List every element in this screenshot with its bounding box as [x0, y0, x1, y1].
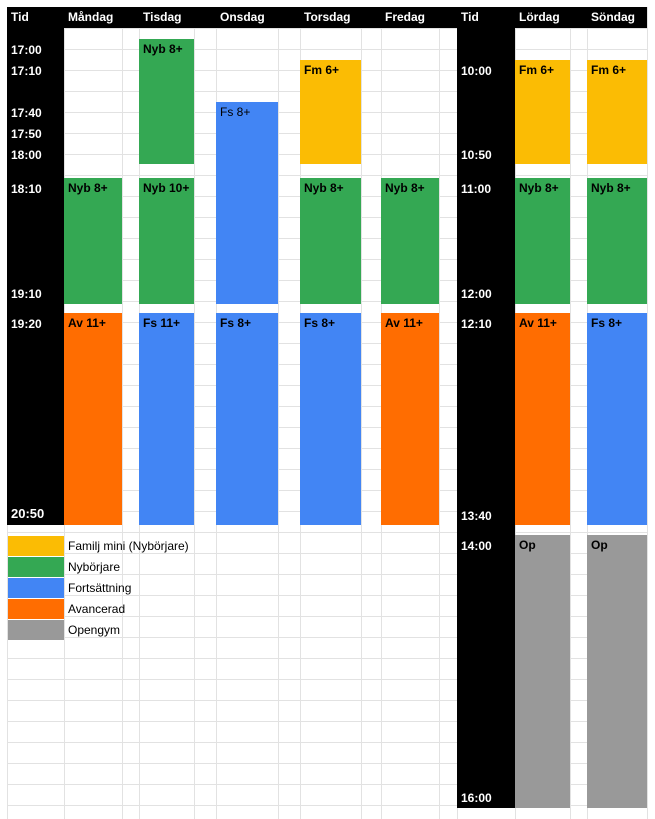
time-label: 10:50: [461, 148, 492, 162]
header-torsdag: Torsdag: [300, 7, 381, 28]
session-block-sondag-fs[interactable]: Fs 8+: [587, 313, 647, 525]
time-label: 13:40: [461, 509, 492, 523]
session-block-tisdag-fs[interactable]: Fs 11+: [139, 313, 194, 525]
time-label: 20:50: [11, 506, 45, 521]
time-label: 17:10: [11, 64, 42, 78]
weekday-time-column: [7, 28, 64, 525]
time-label: 12:00: [461, 287, 492, 301]
session-block-fredag-av[interactable]: Av 11+: [381, 313, 439, 525]
legend-swatch-nyborjare: [8, 557, 64, 577]
session-block-lordag-av[interactable]: Av 11+: [515, 313, 570, 525]
session-block-lordag-op[interactable]: Op: [515, 535, 570, 808]
legend-label-familj-mini: Familj mini (Nybörjare): [68, 539, 189, 553]
time-label: 17:50: [11, 127, 42, 141]
header-tisdag: Tisdag: [139, 7, 216, 28]
header-tid-weekday: Tid: [7, 7, 64, 28]
header-onsdag: Onsdag: [216, 7, 300, 28]
session-block-onsdag-fs2[interactable]: Fs 8+: [216, 313, 278, 525]
legend-swatch-avancerad: [8, 599, 64, 619]
time-label: 18:10: [11, 182, 42, 196]
time-label: 17:00: [11, 43, 42, 57]
legend-swatch-fortsattning: [8, 578, 64, 598]
session-block-mandag-nyb[interactable]: Nyb 8+: [64, 178, 122, 304]
header-tid-weekend: Tid: [457, 7, 515, 28]
header-mandag: Måndag: [64, 7, 139, 28]
session-block-sondag-nyb[interactable]: Nyb 8+: [587, 178, 647, 304]
time-label: 17:40: [11, 106, 42, 120]
session-block-torsdag-fm[interactable]: Fm 6+: [300, 60, 361, 164]
header-sondag: Söndag: [587, 7, 647, 28]
session-block-mandag-av[interactable]: Av 11+: [64, 313, 122, 525]
session-block-tisdag-nyb[interactable]: Nyb 8+: [139, 39, 194, 164]
session-block-lordag-nyb[interactable]: Nyb 8+: [515, 178, 570, 304]
session-block-lordag-fm[interactable]: Fm 6+: [515, 60, 570, 164]
session-block-sondag-op[interactable]: Op: [587, 535, 647, 808]
time-label: 18:00: [11, 148, 42, 162]
session-block-torsdag-nyb[interactable]: Nyb 8+: [300, 178, 361, 304]
legend-label-avancerad: Avancerad: [68, 602, 126, 616]
time-label: 14:00: [461, 539, 492, 553]
legend-swatch-familj-mini: [8, 536, 64, 556]
time-label: 11:00: [461, 182, 492, 196]
session-block-fredag-nyb[interactable]: Nyb 8+: [381, 178, 439, 304]
legend-label-opengym: Opengym: [68, 623, 121, 637]
legend-label-nyborjare: Nybörjare: [68, 560, 121, 574]
weekend-time-column: [457, 28, 515, 808]
time-label: 10:00: [461, 64, 492, 78]
session-block-onsdag-fs[interactable]: Fs 8+: [216, 102, 278, 304]
session-block-tisdag-nyb10[interactable]: Nyb 10+: [139, 178, 194, 304]
time-label: 16:00: [461, 791, 492, 805]
legend-swatch-opengym: [8, 620, 64, 640]
session-block-torsdag-fs[interactable]: Fs 8+: [300, 313, 361, 525]
time-label: 19:20: [11, 317, 42, 331]
session-block-sondag-fm[interactable]: Fm 6+: [587, 60, 647, 164]
header-lordag: Lördag: [515, 7, 587, 28]
legend-label-fortsattning: Fortsättning: [68, 581, 132, 595]
time-label: 19:10: [11, 287, 42, 301]
time-label: 12:10: [461, 317, 492, 331]
header-fredag: Fredag: [381, 7, 457, 28]
